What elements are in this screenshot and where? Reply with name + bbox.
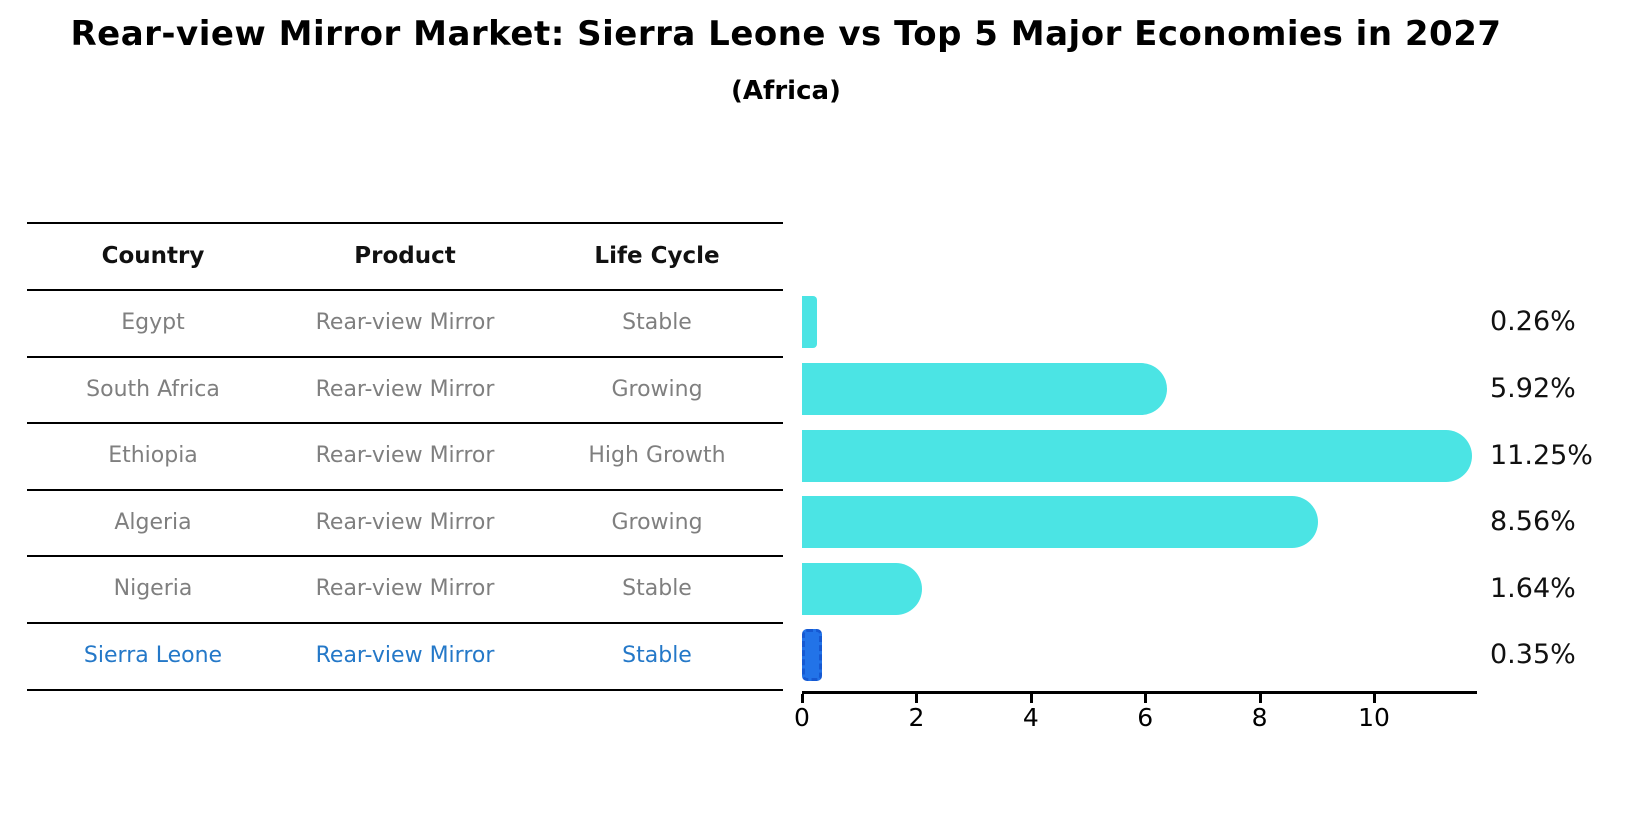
x-tick-mark-6	[1144, 694, 1148, 703]
cell-product: Rear-view Mirror	[315, 509, 495, 535]
table-separator-line	[27, 222, 783, 224]
x-tick-mark-2	[915, 694, 919, 703]
table-separator-line	[27, 555, 783, 557]
cell-product: Rear-view Mirror	[315, 443, 495, 469]
x-tick-label-8: 8	[1251, 703, 1268, 732]
cell-country: Algeria	[114, 509, 192, 535]
x-tick-mark-10	[1373, 694, 1376, 703]
x-tick-mark-4	[1029, 694, 1033, 703]
cell-life-cycle: High Growth	[588, 443, 726, 469]
table-separator-line	[27, 422, 783, 424]
bar-algeria	[802, 496, 1318, 549]
x-tick-label-2: 2	[908, 703, 925, 732]
value-label-south-africa: 5.92%	[1490, 372, 1576, 404]
column-header-country: Country	[101, 242, 205, 269]
table-separator-line	[27, 622, 783, 624]
bar-egypt	[802, 296, 817, 349]
bar-ethiopia	[802, 429, 1472, 482]
table-row-algeria: Algeria Rear-view Mirror Growing	[27, 489, 783, 556]
cell-country: South Africa	[86, 376, 220, 402]
cell-life-cycle: Growing	[611, 376, 703, 402]
value-label-algeria: 8.56%	[1490, 506, 1576, 538]
table-separator-line	[27, 289, 783, 291]
table-header-row: Country Product Life Cycle	[27, 222, 783, 289]
value-label-sierra-leone: 0.35%	[1490, 639, 1576, 671]
cell-product: Rear-view Mirror	[315, 643, 495, 668]
table-row-south-africa: South Africa Rear-view Mirror Growing	[27, 356, 783, 423]
chart-subtitle: (Africa)	[731, 76, 841, 106]
bar-nigeria	[802, 562, 922, 615]
table-row-sierra-leone: Sierra Leone Rear-view Mirror Stable	[27, 622, 783, 689]
cell-life-cycle: Stable	[622, 576, 692, 602]
column-header-product: Product	[354, 242, 456, 269]
value-label-egypt: 0.26%	[1490, 306, 1576, 338]
cell-country: Egypt	[121, 310, 185, 335]
value-label-ethiopia: 11.25%	[1490, 439, 1593, 471]
x-tick-mark-8	[1258, 694, 1262, 703]
cell-country: Nigeria	[113, 576, 193, 602]
table-separator-line	[27, 356, 783, 358]
x-tick-label-4: 4	[1022, 703, 1039, 732]
bar-south-africa	[802, 362, 1167, 415]
cell-life-cycle: Stable	[622, 643, 692, 668]
cell-product: Rear-view Mirror	[315, 576, 495, 602]
cell-life-cycle: Growing	[611, 509, 703, 535]
x-tick-mark-0	[801, 694, 804, 703]
chart-title: Rear-view Mirror Market: Sierra Leone vs…	[70, 14, 1502, 54]
bar-sierra-leone	[802, 629, 822, 682]
table-row-egypt: Egypt Rear-view Mirror Stable	[27, 289, 783, 356]
x-axis-line	[802, 691, 1477, 694]
x-tick-label-10: 10	[1358, 703, 1390, 732]
table-separator-line	[27, 489, 783, 491]
x-tick-label-6: 6	[1137, 703, 1154, 732]
value-label-nigeria: 1.64%	[1490, 572, 1576, 604]
cell-product: Rear-view Mirror	[315, 376, 495, 402]
cell-country: Sierra Leone	[83, 643, 223, 668]
table-separator-line	[27, 689, 783, 691]
cell-product: Rear-view Mirror	[315, 310, 495, 335]
cell-life-cycle: Stable	[622, 310, 692, 335]
table-row-ethiopia: Ethiopia Rear-view Mirror High Growth	[27, 422, 783, 489]
x-tick-label-0: 0	[794, 703, 810, 732]
table-row-nigeria: Nigeria Rear-view Mirror Stable	[27, 555, 783, 622]
cell-country: Ethiopia	[108, 443, 198, 469]
column-header-life-cycle: Life Cycle	[594, 242, 720, 269]
